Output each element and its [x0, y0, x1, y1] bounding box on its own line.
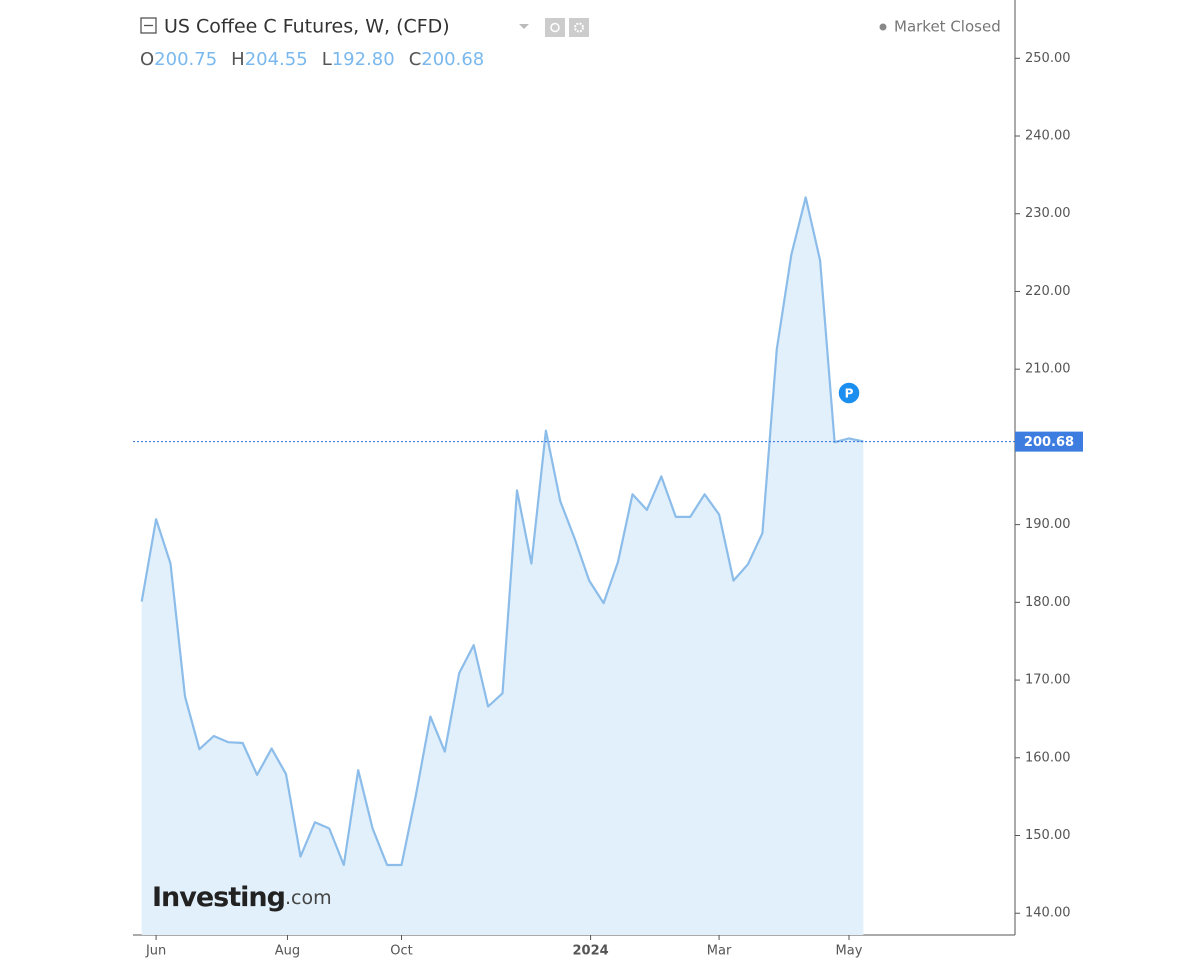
y-tick-label: 230.00: [1025, 206, 1071, 221]
y-tick-label: 140.00: [1025, 906, 1071, 921]
x-tick-label: Oct: [390, 944, 412, 959]
plot: 140.00 150.00 160.00 170.00 180.00 190.00 200.…: [133, 0, 1083, 959]
event-marker[interactable]: [837, 381, 861, 405]
settings-icon[interactable]: [569, 18, 589, 37]
last-price-box: [1015, 431, 1083, 452]
y-tick-label: 220.00: [1025, 284, 1071, 299]
ohlc-text: O200.75 H204.55 L192.80 C200.68: [140, 49, 484, 70]
ohlc-label: O: [140, 49, 154, 70]
y-tick-label: 240.00: [1025, 129, 1071, 144]
watermark: Investing.com: [152, 882, 332, 913]
y-tick-label: 170.00: [1025, 673, 1071, 688]
watermark-brand: Investing: [152, 882, 285, 913]
chart-title: US Coffee C Futures, W, (CFD): [164, 16, 450, 38]
event-marker-label: P: [845, 387, 854, 401]
status-dot: [879, 23, 887, 31]
x-tick-label: May: [836, 944, 863, 959]
visibility-icon-eye: [550, 22, 560, 33]
ohlc-value: 200.68: [421, 49, 484, 70]
ohlc-value: 200.75: [154, 49, 217, 70]
market-status: Market Closed: [894, 18, 1001, 36]
y-tick-label: 180.00: [1025, 595, 1071, 610]
ohlc-label: L: [322, 49, 332, 70]
ohlc-label: H: [231, 49, 245, 70]
watermark-domain: .com: [285, 887, 332, 909]
x-tick-label: Aug: [275, 944, 300, 959]
y-tick-label: 250.00: [1025, 51, 1071, 66]
x-tick-label: Mar: [707, 944, 732, 959]
y-tick-label: 190.00: [1025, 517, 1071, 532]
ohlc-row: O200.75 H204.55 L192.80 C200.68: [140, 49, 484, 70]
ohlc-label: C: [409, 49, 422, 70]
y-tick-label: 150.00: [1025, 828, 1071, 843]
ohlc-value: 204.55: [245, 49, 308, 70]
dropdown-icon[interactable]: [519, 24, 529, 29]
collapse-icon[interactable]: [140, 17, 157, 34]
y-tick-label: 210.00: [1025, 362, 1071, 377]
last-price-label: 200.68: [1024, 435, 1074, 450]
visibility-icon[interactable]: [545, 18, 565, 37]
ohlc-value: 192.80: [332, 49, 395, 70]
x-tick-label: Jun: [145, 944, 166, 959]
y-tick-label: 160.00: [1025, 750, 1071, 765]
settings-icon-gear: [574, 22, 584, 33]
area-fill: [141, 197, 864, 935]
x-tick-label: 2024: [573, 944, 609, 959]
price-line: [140, 196, 864, 867]
